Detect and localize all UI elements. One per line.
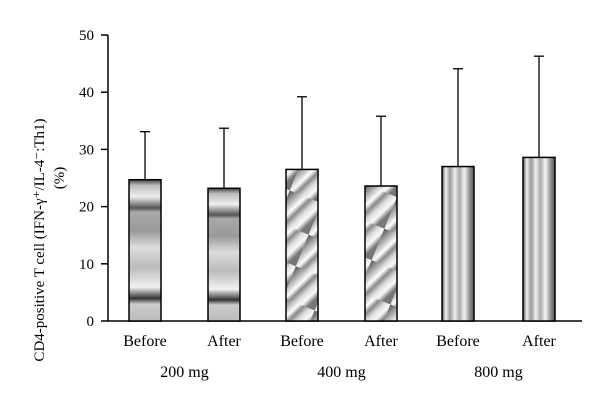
bar-400mg-before — [285, 168, 319, 322]
x-category-label: Before — [436, 333, 480, 350]
group-label: 400 mg — [317, 364, 365, 381]
y-tick-label: 30 — [79, 142, 94, 158]
bar-800mg-after — [522, 156, 556, 322]
y-tick-label: 40 — [79, 85, 94, 101]
bar-800mg-before — [441, 165, 475, 322]
axes — [101, 34, 582, 322]
group-label: 200 mg — [160, 364, 208, 381]
x-category-label: Before — [123, 333, 167, 350]
bar-400mg-after — [364, 185, 398, 322]
x-category-label: After — [207, 333, 241, 350]
bar-200mg-after — [207, 187, 241, 322]
y-tick-label: 20 — [79, 200, 94, 216]
x-category-label: After — [364, 333, 398, 350]
x-category-label: After — [522, 333, 556, 350]
labels: 0 10 20 30 40 50 Before After Before After Before A… — [32, 28, 557, 381]
group-label: 800 mg — [474, 364, 522, 381]
y-axis-unit-label: (%) — [52, 167, 68, 190]
y-tick-label: 10 — [79, 257, 94, 273]
y-tick-label: 50 — [79, 28, 94, 44]
bars — [128, 55, 556, 322]
x-category-label: Before — [280, 333, 324, 350]
y-axis-label: CD4-positive T cell (IFN-γ⁺/IL-4⁻:Th1) — [32, 118, 48, 361]
y-tick-label: 0 — [87, 314, 95, 330]
bar-200mg-before — [128, 178, 162, 322]
